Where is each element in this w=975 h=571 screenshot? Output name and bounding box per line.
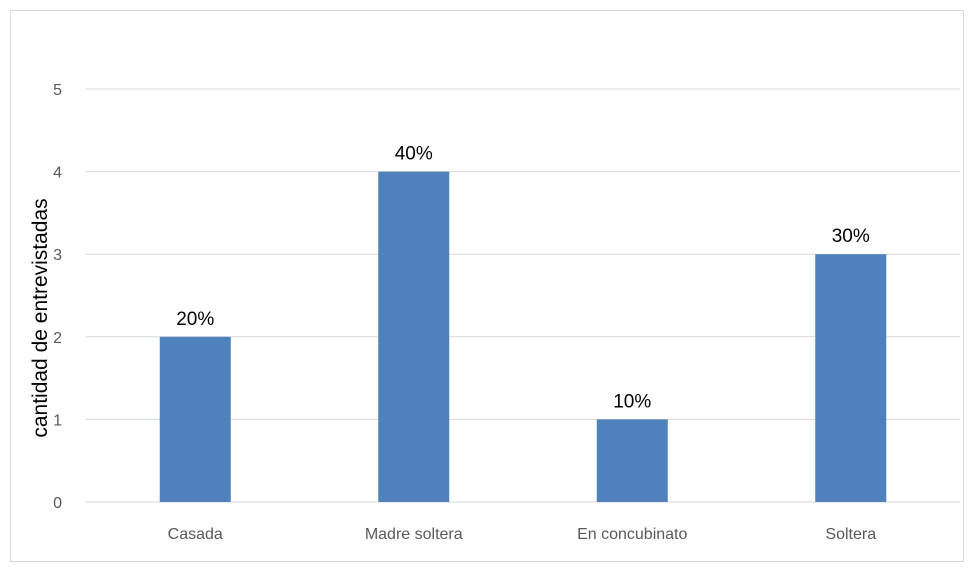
bar — [815, 254, 887, 502]
x-axis-ticks: Casada Madre soltera En concubinato Soltera — [168, 526, 877, 543]
y-tick-label: 5 — [53, 82, 62, 99]
gridlines — [86, 88, 960, 503]
y-tick-label: 1 — [53, 412, 62, 429]
x-tick-label: En concubinato — [577, 526, 687, 543]
data-labels: 20% 40% 10% 30% — [176, 144, 870, 413]
x-tick-label: Soltera — [825, 526, 876, 543]
y-axis-title: cantidad de entrevistadas — [29, 198, 52, 437]
y-axis-ticks: 0 1 2 3 4 5 — [53, 82, 62, 512]
data-label: 30% — [832, 226, 870, 247]
data-label: 40% — [395, 144, 433, 165]
data-label: 20% — [176, 309, 214, 330]
x-tick-label: Madre soltera — [365, 526, 463, 543]
y-tick-label: 4 — [53, 165, 62, 182]
y-tick-label: 3 — [53, 247, 62, 264]
y-tick-label: 2 — [53, 330, 62, 347]
bar — [159, 336, 231, 502]
y-tick-label: 0 — [53, 495, 62, 512]
bar — [378, 171, 450, 502]
x-tick-label: Casada — [168, 526, 223, 543]
bars — [159, 171, 887, 502]
bar — [596, 419, 668, 502]
data-label: 10% — [613, 391, 651, 412]
